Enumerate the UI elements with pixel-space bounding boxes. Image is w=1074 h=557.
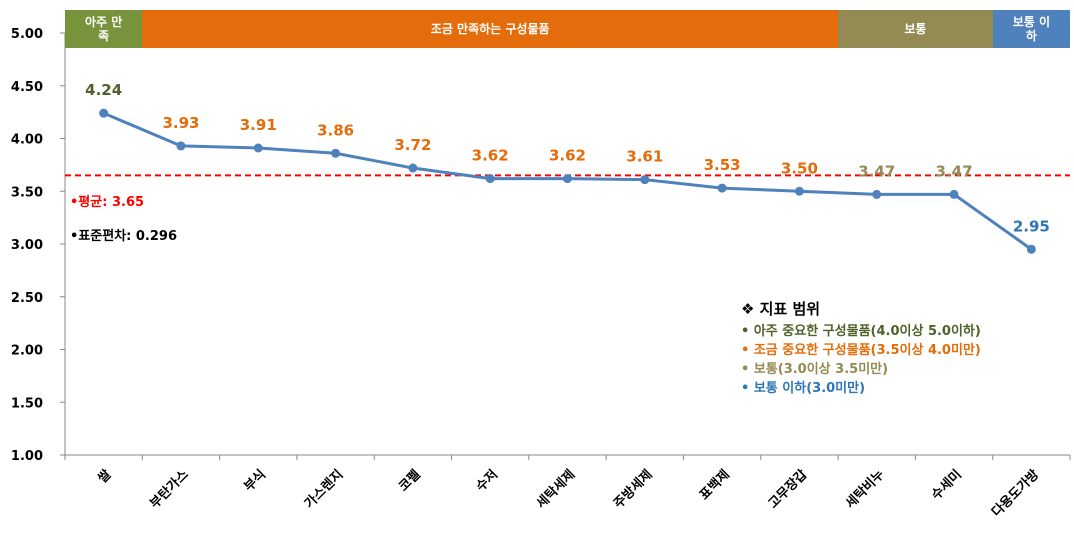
y-tick-label: 1.00 — [11, 449, 43, 464]
x-tick-label: 수저 — [473, 467, 501, 495]
data-point — [1026, 244, 1036, 254]
y-tick-label: 5.00 — [11, 27, 43, 42]
x-tick-label: 주방세제 — [610, 467, 655, 512]
x-tick-label: 쌀 — [95, 466, 115, 486]
category-band: 조금 만족하는 구성물품 — [142, 10, 839, 48]
category-band: 아주 만족 — [65, 10, 143, 48]
x-tick-label: 표백제 — [697, 467, 733, 503]
category-band: 보통 — [838, 10, 993, 48]
data-label: 3.86 — [317, 121, 354, 139]
category-band: 보통 이하 — [992, 10, 1070, 48]
legend-item: • 조금 중요한 구성물품(3.5이상 4.0미만) — [741, 343, 981, 358]
data-point — [717, 183, 727, 193]
x-tick-label: 부식 — [241, 467, 269, 495]
data-point — [99, 108, 109, 118]
legend-item: • 보통 이하(3.0미만) — [741, 381, 866, 396]
data-point — [176, 141, 186, 151]
legend-title: ❖ 지표 범위 — [741, 300, 821, 318]
x-tick-label: 가스렌지 — [301, 467, 346, 512]
data-label: 3.93 — [162, 114, 199, 132]
average-label: •평균: 3.65 — [70, 194, 144, 210]
y-tick-label: 2.00 — [11, 344, 43, 359]
x-tick-label: 세탁비누 — [842, 466, 887, 511]
data-label: 3.61 — [626, 148, 663, 166]
x-tick-label: 수세미 — [928, 467, 965, 504]
data-point — [640, 175, 650, 185]
y-tick-label: 2.50 — [11, 291, 43, 306]
data-point — [485, 174, 495, 184]
data-point — [253, 143, 263, 153]
data-point — [794, 186, 804, 196]
data-point — [331, 148, 341, 158]
legend-box: ❖ 지표 범위 • 아주 중요한 구성물품(4.0이상 5.0이하) • 조금 중… — [733, 296, 1074, 402]
data-point — [408, 163, 418, 173]
data-label: 4.24 — [85, 81, 122, 99]
data-label: 3.53 — [704, 156, 741, 174]
y-tick-label: 4.50 — [11, 80, 43, 95]
std-annotation: •표준편차: 0.296 — [70, 228, 177, 244]
y-tick-label: 4.00 — [11, 133, 43, 148]
data-label: 3.91 — [240, 116, 277, 134]
data-point — [949, 189, 959, 199]
data-label: 3.47 — [858, 162, 895, 180]
x-tick-label: 다용도가방 — [989, 466, 1043, 520]
x-tick-label: 고무장갑 — [765, 466, 810, 511]
y-tick-label: 3.50 — [11, 185, 43, 200]
x-tick-label: 코펠 — [395, 466, 423, 494]
data-label: 3.72 — [394, 136, 431, 154]
data-point — [872, 189, 882, 199]
legend-item: • 아주 중요한 구성물품(4.0이상 5.0이하) — [741, 324, 981, 339]
data-label: 3.62 — [472, 147, 509, 165]
data-point — [563, 174, 572, 184]
x-tick-label: 부탄가스 — [147, 466, 192, 511]
data-label: 2.95 — [1013, 217, 1050, 235]
data-label: 3.50 — [781, 159, 818, 177]
y-tick-label: 3.00 — [11, 238, 43, 253]
y-tick-label: 1.50 — [11, 396, 43, 411]
data-label: 3.47 — [936, 162, 973, 180]
data-label: 3.62 — [549, 147, 586, 165]
x-tick-label: 세탁세제 — [533, 467, 578, 512]
legend-item: • 보통(3.0이상 3.5미만) — [741, 362, 889, 377]
